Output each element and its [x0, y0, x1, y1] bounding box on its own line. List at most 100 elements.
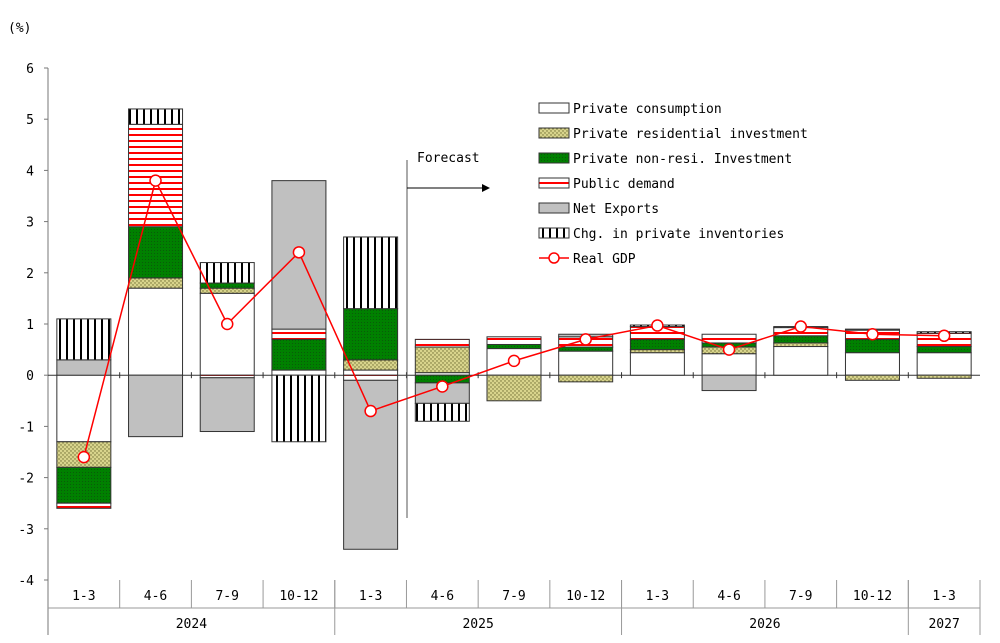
gdp-marker	[292, 246, 306, 259]
bar-segment-inv	[199, 262, 255, 284]
legend-swatch-res	[538, 127, 570, 139]
legend: Private consumption Private residential i…	[538, 102, 808, 267]
y-tick-label: -3	[18, 523, 34, 538]
bar-segment-nx	[199, 377, 255, 433]
bar-segment-res	[486, 374, 542, 402]
gdp-marker	[937, 329, 951, 343]
gdp-marker	[579, 333, 592, 346]
bar-stack	[271, 180, 327, 443]
forecast-marker: Forecast	[406, 151, 490, 518]
bar-stack	[486, 336, 542, 402]
bar-segment-res	[128, 277, 184, 289]
y-tick-label: 2	[26, 267, 34, 282]
bar-segment-inv	[414, 402, 470, 422]
bar-stack	[773, 326, 829, 376]
bar-segment-inv	[343, 236, 399, 310]
y-tick-label: 6	[26, 62, 34, 77]
x-tick-label: 4-6	[144, 589, 167, 604]
year-label: 2027	[928, 617, 959, 632]
bar-segment-nonres	[773, 335, 829, 344]
bar-segment-res	[558, 374, 614, 383]
gdp-marker	[722, 343, 736, 356]
x-tick-label: 10-12	[853, 589, 892, 604]
x-tick-label: 1-3	[359, 589, 382, 604]
bar-segment-nonres	[271, 338, 327, 371]
legend-label: Private consumption	[573, 102, 722, 117]
bar-segment-res	[199, 287, 255, 294]
bar-segment-pub	[701, 333, 757, 344]
year-label: 2026	[749, 617, 780, 632]
bar-segment-pub	[271, 328, 327, 340]
legend-label: Chg. in private inventories	[573, 227, 784, 242]
bar-segment-inv	[56, 318, 112, 361]
bar-segment-inv	[128, 108, 184, 125]
gdp-marker	[220, 317, 234, 331]
bar-stack	[128, 108, 184, 438]
bar-segment-pc	[701, 353, 757, 376]
year-label: 2025	[462, 617, 493, 632]
y-tick-label: 0	[26, 369, 34, 384]
bar-stack	[343, 236, 399, 550]
gdp-marker	[794, 320, 808, 333]
bar-segment-pc	[844, 352, 900, 376]
bar-stack	[56, 318, 112, 509]
bar-segment-res	[773, 342, 829, 348]
unit-label: (%)	[8, 21, 31, 36]
bar-segment-pc	[916, 352, 972, 376]
bar-segment-res	[916, 374, 972, 379]
legend-label: Real GDP	[573, 252, 636, 267]
y-tick-label: 3	[26, 216, 34, 231]
gdp-marker	[364, 404, 377, 418]
gdp-marker	[436, 380, 449, 393]
y-tick-label: -2	[18, 472, 34, 487]
bar-segment-pc	[773, 346, 829, 376]
gdp-marker	[507, 354, 521, 368]
bar-segment-nonres	[844, 338, 900, 354]
gdp-marker	[77, 450, 91, 464]
forecast-label: Forecast	[417, 151, 480, 166]
bar-segment-nx	[128, 374, 184, 438]
bar-segment-nonres	[558, 346, 614, 352]
bar-segment-nonres	[343, 308, 399, 361]
bar-stack	[199, 262, 255, 433]
y-tick-label: -1	[18, 420, 34, 435]
bar-segment-nonres	[486, 343, 542, 350]
bar-segment-pub	[343, 374, 399, 381]
x-tick-label: 1-3	[932, 589, 955, 604]
bar-segment-pub	[414, 338, 470, 348]
x-tick-label: 7-9	[215, 589, 238, 604]
gdp-marker	[149, 174, 162, 187]
legend-label: Net Exports	[573, 202, 659, 217]
x-tick-label: 4-6	[717, 589, 740, 604]
bar-segment-res	[844, 374, 900, 381]
bar-segment-nx	[701, 374, 757, 392]
bar-segment-pc	[629, 352, 685, 376]
legend-gdp-marker	[548, 252, 560, 264]
bar-segment-pub	[486, 336, 542, 345]
legend-swatch-nonres	[538, 152, 570, 164]
x-tick-label: 7-9	[502, 589, 525, 604]
y-tick-label: 1	[26, 318, 34, 333]
legend-label: Private non-resi. Investment	[573, 152, 792, 167]
bar-segment-nonres	[916, 346, 972, 354]
x-tick-label: 1-3	[72, 589, 95, 604]
bar-segment-res	[414, 346, 470, 374]
legend-swatch-pc	[538, 102, 570, 114]
bar-segment-nx	[56, 359, 112, 376]
legend-label: Public demand	[573, 177, 675, 192]
x-tick-label: 10-12	[279, 589, 318, 604]
bar-segment-nonres	[56, 466, 112, 504]
bar-segment-inv	[271, 374, 327, 443]
y-tick-label: -4	[18, 574, 34, 589]
year-label: 2024	[176, 617, 207, 632]
y-tick-label: 4	[26, 164, 34, 179]
bar-segment-pub	[56, 502, 112, 509]
legend-swatch-inv	[538, 227, 570, 239]
legend-swatch-pub	[538, 177, 570, 189]
bar-stack	[414, 338, 470, 422]
x-tick-label: 10-12	[566, 589, 605, 604]
gdp-marker	[866, 327, 879, 341]
legend-swatch-nx	[538, 202, 570, 214]
x-tick-label: 1-3	[646, 589, 669, 604]
